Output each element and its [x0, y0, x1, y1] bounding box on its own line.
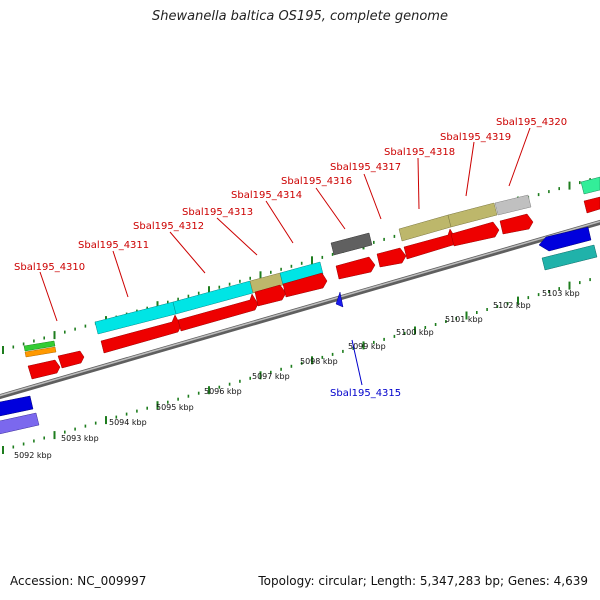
scale-label: 5098 kbp — [300, 357, 338, 366]
gene-label-sbal195-4313[interactable]: Sbal195_4313 — [182, 207, 253, 218]
genome-backbone — [0, 219, 600, 400]
gene-sbal195-4316-arrow[interactable] — [335, 256, 376, 280]
feature-dark-gray[interactable] — [330, 232, 373, 256]
gene-label-sbal195-4311[interactable]: Sbal195_4311 — [78, 240, 149, 251]
scale-label: 5102 kbp — [493, 301, 531, 310]
gene-sbal195-4315-arrow[interactable] — [335, 291, 344, 308]
gene-sbal195-4313-arrow[interactable] — [254, 284, 287, 307]
scale-label: 5094 kbp — [109, 418, 147, 427]
scale-label: 5092 kbp — [14, 451, 52, 460]
reverse-features — [0, 226, 598, 435]
feature-blue-left[interactable] — [0, 395, 34, 417]
feature-teal-right[interactable] — [541, 244, 598, 271]
genome-backbone-highlight — [0, 220, 600, 397]
feature-cyan-3[interactable] — [279, 261, 324, 286]
gene-sbal195-4314-arrow[interactable] — [282, 272, 328, 298]
gene-label-sbal195-4316[interactable]: Sbal195_4316 — [281, 176, 352, 187]
gene-label-sbal195-4317[interactable]: Sbal195_4317 — [330, 162, 401, 173]
gene-sbal195-4317-arrow[interactable] — [376, 247, 407, 268]
gene-label-sbal195-4314[interactable]: Sbal195_4314 — [231, 190, 302, 201]
reverse-label-leaders — [351, 339, 363, 386]
gene-label-leaders — [39, 127, 531, 322]
gene-sbal195-4320-arrow[interactable] — [499, 213, 534, 235]
scale-label: 5103 kbp — [542, 289, 580, 298]
scale-label: 5101 kbp — [445, 315, 483, 324]
topology-text: Topology: circular; Length: 5,347,283 bp… — [258, 574, 588, 588]
scale-ticks — [2, 178, 591, 454]
feature-blue-right[interactable] — [538, 226, 592, 252]
feature-slate-left[interactable] — [0, 412, 40, 435]
feature-orange[interactable] — [24, 346, 57, 358]
feature-green-edge[interactable] — [580, 176, 600, 195]
feature-red-edge[interactable] — [583, 196, 600, 214]
scale-labels: 5092 kbp 5093 kbp 5094 kbp 5095 kbp 5096 kbp… — [14, 289, 580, 460]
scale-label: 5097 kbp — [252, 372, 290, 381]
scale-label: 5093 kbp — [61, 434, 99, 443]
feature-khaki-3[interactable] — [447, 202, 498, 228]
feature-light-gray[interactable] — [494, 194, 532, 216]
scale-label: 5099 kbp — [348, 342, 386, 351]
gene-label-sbal195-4320[interactable]: Sbal195_4320 — [496, 117, 567, 128]
page-title: Shewanella baltica OS195, complete genom… — [152, 9, 448, 24]
accession-text: Accession: NC_009997 — [10, 574, 147, 588]
scale-label: 5100 kbp — [396, 328, 434, 337]
gene-sbal195-4310-arrow[interactable] — [27, 359, 61, 380]
scale-label: 5096 kbp — [204, 387, 242, 396]
gene-label-sbal195-4310[interactable]: Sbal195_4310 — [14, 262, 85, 273]
gene-sbal195-4319-arrow[interactable] — [450, 221, 500, 247]
feature-green[interactable] — [23, 340, 56, 352]
gene-label-sbal195-4318[interactable]: Sbal195_4318 — [384, 147, 455, 158]
gene-label-sbal195-4312[interactable]: Sbal195_4312 — [133, 221, 204, 232]
gene-label-sbal195-4319[interactable]: Sbal195_4319 — [440, 132, 511, 143]
forward-features — [23, 176, 600, 380]
gene-labels: Sbal195_4310 Sbal195_4311 Sbal195_4312 S… — [14, 117, 567, 399]
gene-label-sbal195-4315[interactable]: Sbal195_4315 — [330, 388, 401, 399]
scale-label: 5095 kbp — [156, 403, 194, 412]
gene-sbal195-4310b-arrow[interactable] — [57, 350, 85, 369]
